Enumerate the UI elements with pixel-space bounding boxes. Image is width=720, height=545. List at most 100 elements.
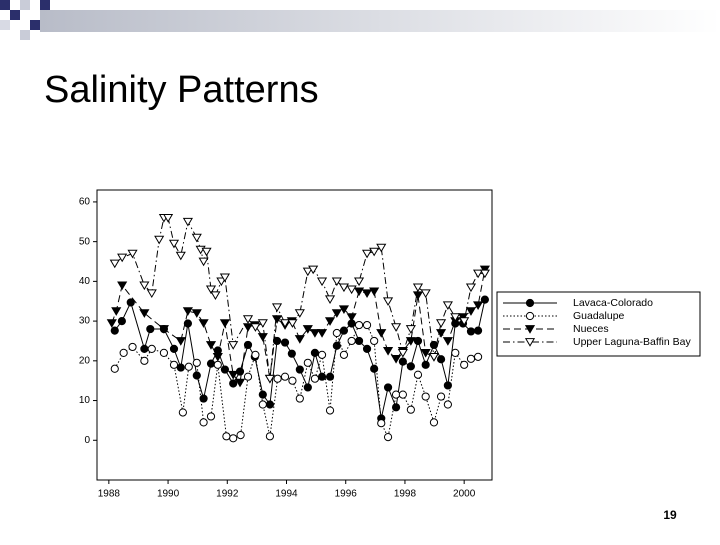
x-tick-label: 1992	[216, 489, 239, 500]
marker	[234, 378, 246, 388]
marker	[219, 319, 230, 328]
y-tick-label: 40	[79, 276, 91, 287]
marker	[459, 317, 470, 326]
marker	[370, 336, 379, 346]
plot-frame	[96, 189, 493, 481]
y-tick-label: 60	[79, 197, 91, 208]
decoration	[0, 0, 720, 40]
x-tick-label: 1988	[98, 489, 121, 500]
marker	[302, 267, 313, 277]
series-line	[114, 324, 479, 439]
marker	[178, 408, 187, 417]
marker	[184, 362, 193, 371]
marker	[420, 349, 431, 358]
marker	[280, 372, 290, 381]
marker	[391, 390, 401, 399]
marker	[339, 350, 349, 359]
marker	[146, 324, 155, 334]
marker	[390, 323, 402, 332]
marker	[257, 319, 268, 328]
marker	[228, 370, 239, 380]
marker	[383, 432, 393, 442]
marker	[192, 371, 201, 380]
marker	[294, 309, 305, 318]
marker	[288, 376, 297, 385]
marker	[339, 326, 349, 335]
legend-marker	[524, 325, 536, 334]
marker	[140, 344, 149, 354]
marker	[317, 350, 327, 359]
y-tick-label: 0	[84, 435, 90, 446]
marker	[212, 352, 223, 362]
legend-marker	[524, 338, 536, 347]
marker	[413, 336, 423, 346]
marker	[168, 239, 180, 249]
marker	[316, 277, 328, 287]
marker	[205, 341, 217, 350]
x-tick-label: 1998	[394, 489, 417, 500]
marker	[279, 319, 291, 328]
marker	[159, 348, 169, 357]
marker	[428, 352, 440, 362]
legend-marker	[525, 298, 535, 308]
marker	[466, 327, 476, 336]
marker	[271, 315, 283, 324]
marker	[412, 283, 424, 293]
marker	[140, 356, 149, 365]
marker	[390, 354, 402, 364]
marker	[205, 285, 217, 295]
marker	[191, 233, 202, 243]
marker	[376, 329, 387, 338]
marker	[316, 329, 328, 338]
marker	[182, 307, 193, 316]
marker	[376, 243, 387, 253]
marker	[294, 335, 305, 344]
legend-label: Guadalupe	[573, 310, 625, 322]
marker	[324, 295, 336, 305]
legend-marker	[525, 311, 535, 321]
marker	[353, 277, 365, 287]
marker	[198, 319, 209, 328]
marker	[338, 283, 350, 293]
marker	[147, 344, 156, 354]
marker	[361, 289, 373, 299]
marker	[436, 392, 446, 401]
marker	[127, 249, 138, 259]
marker	[325, 406, 335, 415]
marker	[346, 313, 357, 322]
slide-title: Salinity Patterns	[44, 69, 319, 111]
marker	[176, 363, 185, 372]
marker	[199, 394, 208, 403]
marker	[473, 326, 483, 335]
marker	[442, 301, 453, 310]
y-tick-label: 50	[79, 236, 91, 247]
marker	[295, 394, 304, 403]
marker	[353, 287, 365, 297]
marker	[219, 273, 230, 283]
marker	[222, 432, 231, 441]
marker	[451, 348, 460, 357]
marker	[406, 362, 415, 371]
marker	[324, 317, 336, 326]
marker	[421, 360, 430, 369]
x-tick-label: 2000	[453, 489, 476, 500]
marker	[354, 320, 364, 330]
marker	[473, 352, 483, 361]
marker	[332, 328, 341, 338]
marker	[317, 372, 327, 381]
y-tick-label: 10	[79, 395, 91, 406]
y-tick-label: 30	[79, 316, 91, 327]
x-tick-label: 1996	[335, 489, 358, 500]
marker	[183, 319, 193, 328]
marker	[242, 315, 254, 324]
page-number: 19	[663, 508, 677, 522]
marker	[435, 329, 447, 338]
marker	[243, 372, 253, 381]
marker	[310, 374, 320, 383]
marker	[154, 235, 165, 245]
marker	[117, 253, 128, 263]
marker	[229, 379, 238, 388]
marker	[466, 354, 476, 363]
